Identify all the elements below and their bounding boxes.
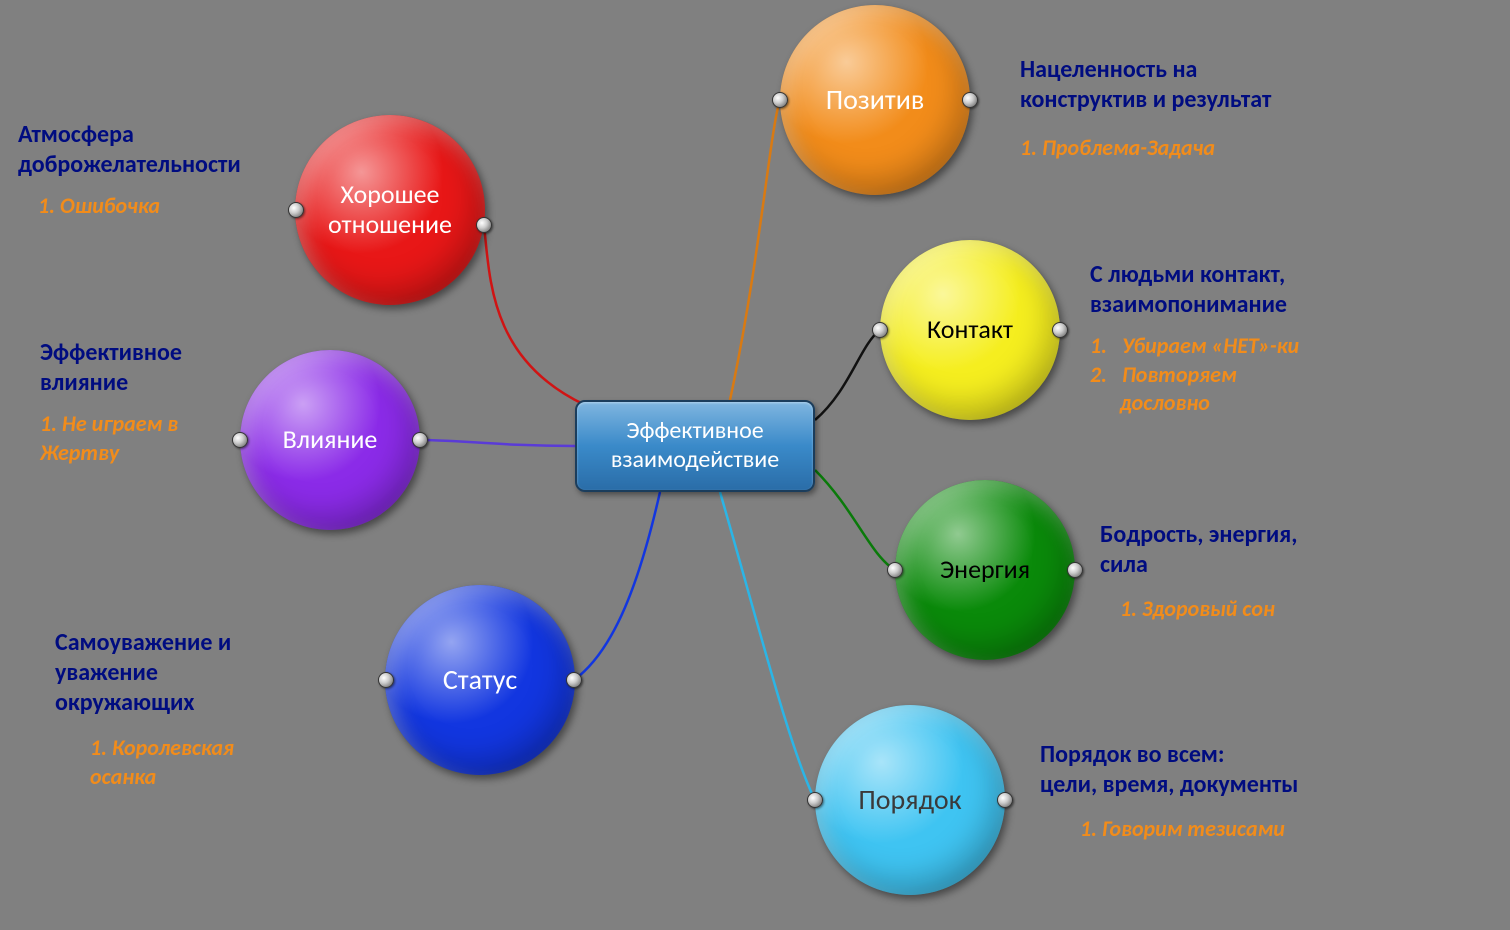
node-order: Порядок	[815, 705, 1005, 895]
annotation-contact-title: С людьми контакт,взаимопонимание	[1090, 260, 1390, 320]
connector-dot-contact-1	[1052, 322, 1068, 338]
node-positive-label: Позитив	[826, 84, 925, 116]
edge-energy	[815, 470, 895, 570]
node-energy-label: Энергия	[940, 555, 1030, 585]
annotation-positive-title: Нацеленность наконструктив и результат	[1020, 55, 1360, 115]
edge-positive	[730, 100, 780, 400]
connector-dot-energy-1	[1067, 562, 1083, 578]
annotation-order-title: Порядок во всем:цели, время, документы	[1040, 740, 1380, 800]
node-contact: Контакт	[880, 240, 1060, 420]
annotation-positive-sub: 1. Проблема-Задача	[1020, 134, 1215, 163]
connector-dot-positive-0	[772, 92, 788, 108]
connector-dot-status-1	[566, 672, 582, 688]
annotation-good_attitude-sub: 1. Ошибочка	[38, 192, 160, 221]
node-energy: Энергия	[895, 480, 1075, 660]
annotation-status-title: Самоуважение иуважениеокружающих	[55, 628, 315, 718]
edge-contact	[815, 330, 880, 420]
node-good_attitude-label: Хорошееотношение	[328, 180, 452, 240]
annotation-influence-sub: 1. Не играем вЖертву	[40, 410, 178, 467]
edge-status	[574, 492, 660, 680]
annotation-influence-title: Эффективноевлияние	[40, 338, 260, 398]
center-node-label: Эффективноевзаимодействие	[611, 417, 779, 475]
connector-dot-positive-1	[962, 92, 978, 108]
node-influence-label: Влияние	[283, 425, 378, 455]
annotation-status-sub: 1. Королевскаяосанка	[90, 734, 234, 791]
connector-dot-good_attitude-0	[288, 202, 304, 218]
node-status: Статус	[385, 585, 575, 775]
node-good_attitude: Хорошееотношение	[295, 115, 485, 305]
node-status-label: Статус	[443, 664, 517, 696]
annotation-energy-title: Бодрость, энергия,сила	[1100, 520, 1380, 580]
annotation-order-sub: 1. Говорим тезисами	[1080, 815, 1285, 844]
connector-dot-contact-0	[872, 322, 888, 338]
annotation-energy-sub: 1. Здоровый сон	[1120, 595, 1275, 624]
edge-influence	[420, 440, 575, 446]
edge-good_attitude	[484, 225, 585, 405]
connector-dot-status-0	[378, 672, 394, 688]
node-order-label: Порядок	[858, 784, 961, 816]
center-node: Эффективноевзаимодействие	[575, 400, 815, 492]
annotation-contact-sub: 1. Убираем «НЕТ»-ки2. Повторяем дословно	[1090, 332, 1299, 418]
connector-dot-good_attitude-1	[476, 217, 492, 233]
connector-dot-influence-0	[232, 432, 248, 448]
node-contact-label: Контакт	[927, 315, 1013, 345]
node-influence: Влияние	[240, 350, 420, 530]
connector-dot-energy-0	[887, 562, 903, 578]
node-positive: Позитив	[780, 5, 970, 195]
connector-dot-order-0	[807, 792, 823, 808]
connector-dot-influence-1	[412, 432, 428, 448]
edge-order	[720, 492, 815, 800]
annotation-good_attitude-title: Атмосферадоброжелательности	[18, 120, 298, 180]
connector-dot-order-1	[997, 792, 1013, 808]
mindmap-stage: { "canvas": { "width": 1510, "height": 9…	[0, 0, 1510, 930]
